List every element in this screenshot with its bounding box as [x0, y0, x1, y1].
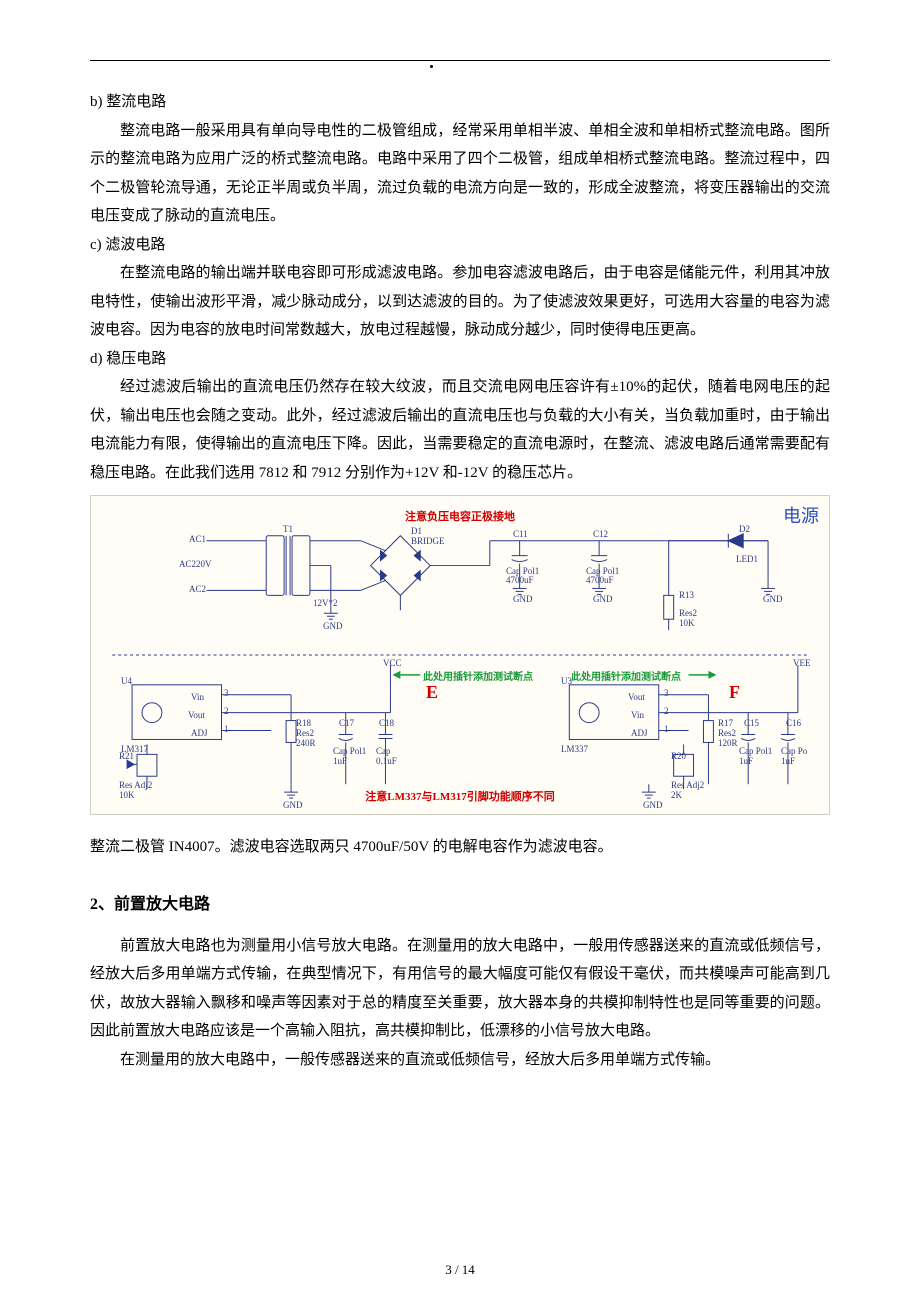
lbl-pin2b: 2 [664, 706, 669, 716]
lbl-c16: C16 [786, 718, 801, 728]
lbl-lm337: LM337 [561, 744, 588, 754]
lbl-res240: Res2 240R [296, 728, 316, 748]
paragraph-2a: 前置放大电路也为测量用小信号放大电路。在测量用的放大电路中，一般用传感器送来的直… [90, 932, 830, 1046]
lbl-resadj10k: Res Adj2 10K [119, 780, 152, 800]
lbl-ac220v: AC220V [179, 559, 212, 569]
lbl-cappol1uf: Cap Pol1 1uF [333, 746, 366, 766]
heading-2: 2、前置放大电路 [90, 890, 830, 914]
lbl-vee: VEE [793, 658, 811, 668]
lbl-c17: C17 [339, 718, 354, 728]
lbl-F: F [729, 682, 740, 703]
lbl-cappol1uf2: Cap Pol1 1uF [739, 746, 772, 766]
top-divider-dot [430, 65, 433, 68]
lbl-12v2: 12V*2 [313, 598, 338, 608]
lbl-gnd1: GND [323, 621, 343, 631]
after-diagram-text: 整流二极管 IN4007。滤波电容选取两只 4700uF/50V 的电解电容作为… [90, 833, 830, 862]
lbl-t1: T1 [283, 524, 293, 534]
lbl-pin3b: 3 [664, 688, 669, 698]
lbl-adj1: ADJ [191, 728, 208, 738]
lbl-adj2: ADJ [631, 728, 648, 738]
lbl-d1-bridge: D1 BRIDGE [411, 526, 445, 546]
paragraph-d: 经过滤波后输出的直流电压仍然存在较大纹波，而且交流电网电压容许有±10%的起伏，… [90, 373, 830, 487]
lbl-gnd6: GND [643, 800, 663, 810]
lbl-vcc: VCC [383, 658, 402, 668]
lbl-E: E [426, 682, 438, 703]
lbl-ac2: AC2 [189, 584, 206, 594]
lbl-c15: C15 [744, 718, 759, 728]
lbl-r20: R20 [671, 751, 686, 761]
lbl-c18: C18 [379, 718, 394, 728]
lbl-r13: R13 [679, 590, 694, 600]
lbl-pin1b: 1 [664, 724, 669, 734]
lbl-res2-10k: Res2 10K [679, 608, 697, 628]
lbl-led1: LED1 [736, 554, 758, 564]
paragraph-c: 在整流电路的输出端并联电容即可形成滤波电路。参加电容滤波电路后，由于电容是储能元… [90, 259, 830, 345]
lbl-c12: C12 [593, 529, 608, 539]
lbl-r18: R18 [296, 718, 311, 728]
lbl-vin1: Vin [191, 692, 204, 702]
paragraph-b: 整流电路一般采用具有单向导电性的二极管组成，经常采用单相半波、单相全波和单相桥式… [90, 117, 830, 231]
lbl-vout2: Vout [628, 692, 645, 702]
lbl-gnd2: GND [513, 594, 533, 604]
lbl-4700b: 4700uF [586, 575, 614, 585]
lbl-pin2a: 2 [224, 706, 229, 716]
lbl-res120: Res2 120R [718, 728, 738, 748]
lbl-r17: R17 [718, 718, 733, 728]
paragraph-2b: 在测量用的放大电路中，一般传感器送来的直流或低频信号，经放大后多用单端方式传输。 [90, 1046, 830, 1075]
document-page: b) 整流电路 整流电路一般采用具有单向导电性的二极管组成，经常采用单相半波、单… [0, 0, 920, 1302]
lbl-vin2: Vin [631, 710, 644, 720]
section-d-title: d) 稳压电路 [90, 345, 830, 374]
lbl-cappo1uf: Cap Po 1uF [781, 746, 807, 766]
section-b-title: b) 整流电路 [90, 88, 830, 117]
top-divider-line [90, 60, 830, 61]
lbl-probe-left: 此处用插针添加测试断点 [423, 668, 533, 683]
lbl-gnd3: GND [593, 594, 613, 604]
lbl-ac1: AC1 [189, 534, 206, 544]
lbl-cap01uf: Cap 0.1uF [376, 746, 397, 766]
lbl-u3: U3 [561, 676, 572, 686]
lbl-u4: U4 [121, 676, 132, 686]
lbl-probe-right: 此处用插针添加测试断点 [571, 668, 681, 683]
section-c-title: c) 滤波电路 [90, 231, 830, 260]
lbl-gnd4: GND [763, 594, 783, 604]
lbl-d2: D2 [739, 524, 750, 534]
lbl-resadj2k: Res Adj2 2K [671, 780, 704, 800]
circuit-diagram: 电源 注意负压电容正极接地 注意LM337与LM317引脚功能顺序不同 [90, 495, 830, 815]
lbl-gnd5: GND [283, 800, 303, 810]
lbl-r21: R21 [119, 751, 134, 761]
page-footer: 3 / 14 [0, 1262, 920, 1278]
lbl-vout1: Vout [188, 710, 205, 720]
lbl-pin3a: 3 [224, 688, 229, 698]
lbl-c11: C11 [513, 529, 528, 539]
lbl-4700a: 4700uF [506, 575, 534, 585]
lbl-pin1a: 1 [224, 724, 229, 734]
